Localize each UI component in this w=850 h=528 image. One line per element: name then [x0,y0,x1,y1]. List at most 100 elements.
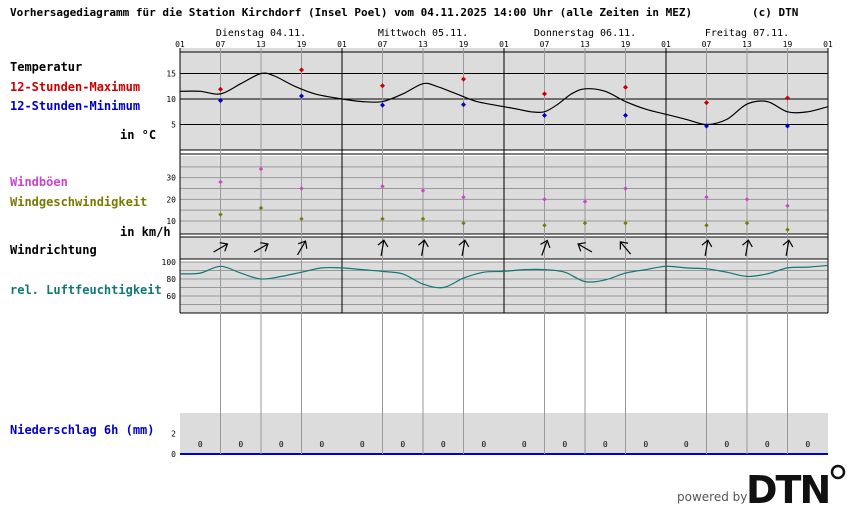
arrow-head [219,242,229,252]
max-temp-point [542,91,547,97]
hour-tick-label: 01 [337,40,347,49]
hour-tick-label: 13 [418,40,428,49]
min-label: 12-Stunden-Minimum [10,99,140,113]
chart-title: Vorhersagediagramm für die Station Kirch… [10,6,692,19]
gust-point [744,197,750,202]
precip-label: Niederschlag 6h (mm) [10,423,155,437]
arrow-shaft [253,243,268,253]
hour-tick-label: 19 [783,40,793,49]
wind-tick-label: 20 [166,195,176,204]
hour-ticks: 01 07 13 19 01 07 13 19 01 07 13 19 01 07 13 19 01 [175,40,833,49]
min-temp-point [380,102,385,108]
wind-speed-point [218,212,223,217]
grid-lines [179,48,829,455]
humidity-label: rel. Luftfeuchtigkeit [10,283,162,297]
powered-by-text: powered by [677,490,747,504]
gust-point [420,188,426,193]
y-ticks: 5 10 15 10 20 30 60 80 100 0 2 [162,70,177,460]
min-temp-point [218,98,223,104]
humidity-tick-label: 100 [162,258,177,267]
hour-tick-label: 01 [175,40,185,49]
hour-tick-label: 19 [621,40,631,49]
precip-value-label: 0 [603,440,608,449]
wind-speed-point [785,227,790,232]
day-label-4: Freitag 07.11. [705,28,789,39]
hour-tick-label: 01 [823,40,833,49]
hour-tick-label: 13 [256,40,266,49]
precip-value-label: 0 [643,440,648,449]
max-temp-point [461,76,466,82]
wind-speed-point [380,216,385,222]
day-label-2: Mittwoch 05.11. [378,28,468,39]
wind-tick-label: 10 [166,217,176,226]
dtn-logo: DTN [746,468,829,512]
arrow-head [782,239,794,248]
arrow-shaft [745,241,749,256]
wind-unit-label: in km/h [120,225,171,239]
min-temp-point [785,123,790,129]
copyright: (c) DTN [752,6,798,19]
arrow-head [742,239,753,248]
max-temp-point [218,86,223,92]
arrow-head [701,239,713,248]
max-temp-point [299,67,304,73]
hour-tick-label: 19 [459,40,469,49]
max-temp-point [785,95,790,101]
precip-value-label: 0 [481,440,486,449]
precip-tick-label: 0 [171,450,176,459]
wind-speed-point [461,220,466,226]
series-marks: 0 0 0 0 0 0 0 0 0 0 0 0 0 0 0 0 [179,67,829,449]
gust-point [461,194,466,200]
hour-tick-label: 13 [580,40,590,49]
wind-speed-point [258,205,264,211]
dtn-logo-dot [830,464,846,480]
precip-value-label: 0 [198,440,203,449]
wind-speed-point [299,216,304,222]
gust-point [258,166,264,172]
wind-direction-arrow [296,240,308,256]
hour-tick-label: 07 [540,40,550,49]
wind-speed-point [744,220,750,226]
direction-label: Windrichtung [10,243,97,257]
precip-value-label: 0 [279,440,284,449]
min-temp-point [542,112,547,118]
max-temp-point [704,100,709,106]
wind-direction-arrow [540,239,551,256]
temperature-line [179,72,829,126]
temp-unit-label: in °C [120,128,156,142]
wind-direction-arrow [253,242,269,253]
wind-direction-arrow [418,239,429,256]
precip-value-label: 0 [238,440,243,449]
arrow-head [418,239,429,248]
precip-value-label: 0 [562,440,567,449]
gust-point [785,203,790,209]
gust-point [380,184,385,189]
wind-direction-arrow [213,242,229,253]
min-temp-point [299,93,304,99]
hour-tick-label: 07 [216,40,226,49]
arrow-head [577,242,586,252]
arrow-head [260,242,269,252]
wind-direction-arrow [577,242,593,253]
gust-point [218,179,223,185]
max-temp-point [623,84,628,90]
hour-tick-label: 01 [499,40,509,49]
max-label: 12-Stunden-Maximum [10,80,140,94]
humidity-tick-label: 80 [166,275,176,284]
day-label-1: Dienstag 04.11. [216,28,306,39]
arrow-shaft [421,241,425,256]
wind-speed-label: Windgeschwindigkeit [10,195,147,209]
temperature-label: Temperatur [10,60,82,74]
gust-point [542,197,547,202]
max-temp-point [380,83,385,89]
min-temp-point [623,112,628,118]
arrow-head [297,240,308,249]
day-label-3: Donnerstag 06.11. [534,28,636,39]
wind-speed-point [704,223,709,228]
arrow-shaft [461,241,466,256]
hour-tick-label: 07 [702,40,712,49]
precip-value-label: 0 [684,440,689,449]
temp-tick-label: 5 [171,121,176,130]
temp-tick-label: 10 [166,95,176,104]
